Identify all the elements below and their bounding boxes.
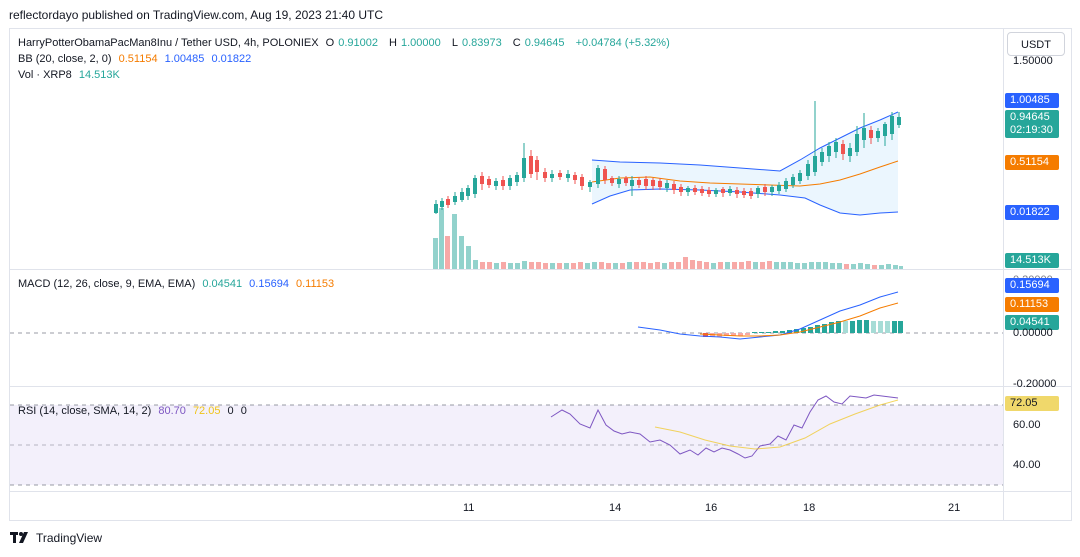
pane-divider-macd-rsi[interactable] <box>9 386 1072 387</box>
time-tick: 16 <box>705 502 718 514</box>
volume-bars <box>433 208 903 269</box>
currency-button[interactable]: USDT <box>1007 32 1065 56</box>
close-value: 0.94645 <box>524 37 565 49</box>
rsi-legend[interactable]: RSI (14, close, SMA, 14, 2) 80.70 72.05 … <box>18 405 251 417</box>
macd-hist-value: 0.04541 <box>202 278 243 290</box>
rsi-value: 80.70 <box>158 405 186 417</box>
macd-histogram <box>703 320 903 337</box>
rsi-axis-40: 40.00 <box>1013 459 1041 471</box>
chart-frame <box>9 28 1072 521</box>
time-tick: 21 <box>948 502 961 514</box>
rsi-extra-value-2: 0 <box>240 405 247 417</box>
bb-upper-value: 1.00485 <box>164 53 205 65</box>
time-tick: 11 <box>463 502 475 514</box>
tradingview-logo-icon <box>10 532 28 543</box>
bb-legend[interactable]: BB (20, close, 2, 0) 0.51154 1.00485 0.0… <box>18 53 255 65</box>
bb-basis-tag: 0.51154 <box>1005 155 1059 170</box>
macd-legend[interactable]: MACD (12, 26, close, 9, EMA, EMA) 0.0454… <box>18 278 338 290</box>
bb-basis-line <box>591 160 899 187</box>
open-label: O <box>325 37 335 49</box>
bb-upper-line <box>591 111 899 172</box>
bb-label[interactable]: BB (20, close, 2, 0) <box>18 53 112 65</box>
rsi-label[interactable]: RSI (14, close, SMA, 14, 2) <box>18 405 152 417</box>
change-value: +0.04784 (+5.32%) <box>575 37 670 49</box>
rsi-ma-tag: 72.05 <box>1005 396 1059 411</box>
price-axis-separator <box>1003 28 1004 521</box>
bb-lower-line <box>591 188 899 216</box>
brand-name: TradingView <box>36 531 103 545</box>
close-label: C <box>512 37 521 49</box>
rsi-ma-line <box>654 399 899 450</box>
vol-legend[interactable]: Vol · XRP8 14.513K <box>18 69 124 81</box>
rsi-line <box>550 394 899 459</box>
macd-hist-tag: 0.04541 <box>1005 315 1059 330</box>
price-axis-label: 1.50000 <box>1013 55 1053 67</box>
bb-lower-value: 0.01822 <box>211 53 252 65</box>
macd-signal-value: 0.11153 <box>296 278 335 290</box>
last-price-tag: 0.94645 02:19:30 <box>1005 110 1059 138</box>
last-price-value: 0.94645 <box>1010 111 1050 123</box>
pane-divider-time-axis <box>9 491 1072 492</box>
macd-signal-tag: 0.11153 <box>1005 297 1059 312</box>
bb-fill <box>592 112 898 215</box>
macd-signal-line <box>699 302 899 337</box>
bb-lower-tag: 0.01822 <box>1005 205 1059 220</box>
macd-axis-zero: 0.00000 <box>1013 327 1053 339</box>
macd-label[interactable]: MACD (12, 26, close, 9, EMA, EMA) <box>18 278 196 290</box>
symbol-legend[interactable]: HarryPotterObamaPacMan8Inu / Tether USD,… <box>18 37 674 49</box>
low-label: L <box>451 37 458 49</box>
bar-countdown: 02:19:30 <box>1010 124 1053 136</box>
publisher-header: reflectordayo published on TradingView.c… <box>9 8 384 22</box>
macd-value: 0.15694 <box>249 278 289 290</box>
high-label: H <box>389 37 397 49</box>
macd-tag: 0.15694 <box>1005 278 1059 293</box>
vol-label[interactable]: Vol · XRP8 <box>18 69 72 81</box>
rsi-extra-value-1: 0 <box>227 405 234 417</box>
bb-upper-tag: 1.00485 <box>1005 93 1059 108</box>
rsi-axis-60: 60.00 <box>1013 419 1041 431</box>
bb-basis-value: 0.51154 <box>118 53 158 65</box>
vol-value: 14.513K <box>78 69 120 81</box>
candles[interactable] <box>434 101 901 214</box>
time-tick: 18 <box>803 502 816 514</box>
volume-tag: 14.513K <box>1005 253 1059 268</box>
pane-divider-price-macd[interactable] <box>9 269 1072 270</box>
low-value: 0.83973 <box>461 37 502 49</box>
high-value: 1.00000 <box>401 37 441 49</box>
open-value: 0.91002 <box>338 37 378 49</box>
time-tick: 14 <box>609 502 622 514</box>
tradingview-brand[interactable]: TradingView <box>10 531 102 545</box>
symbol-title[interactable]: HarryPotterObamaPacMan8Inu / Tether USD,… <box>18 37 319 49</box>
rsi-ma-value: 72.05 <box>192 405 221 417</box>
macd-axis-bottom: -0.20000 <box>1013 378 1057 390</box>
